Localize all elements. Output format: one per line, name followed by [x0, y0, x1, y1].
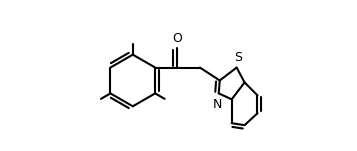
- Text: N: N: [213, 98, 222, 111]
- Text: O: O: [172, 32, 182, 45]
- Text: S: S: [233, 51, 242, 64]
